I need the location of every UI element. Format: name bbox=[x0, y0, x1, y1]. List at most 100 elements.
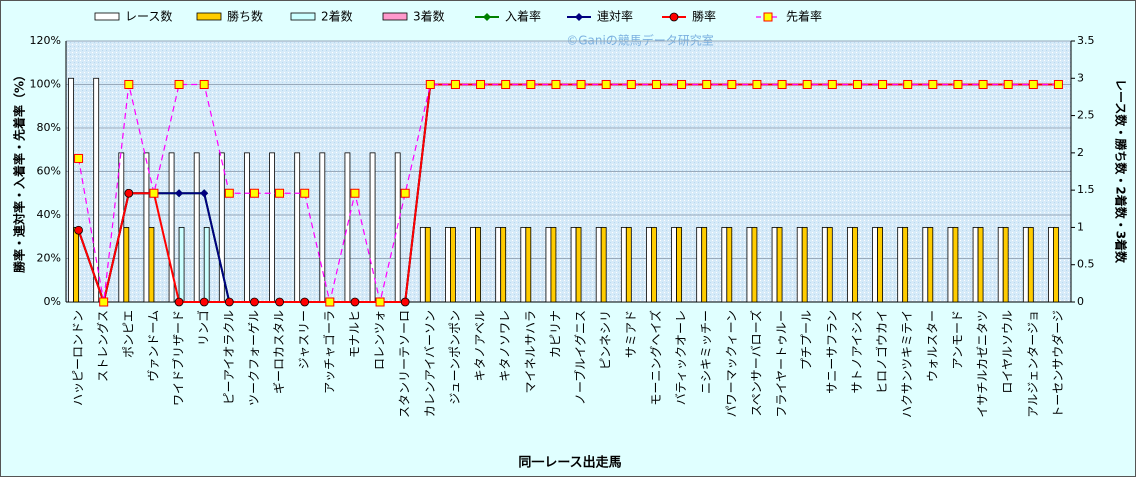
x-tick-label: モナルヒ bbox=[347, 310, 361, 358]
line-marker bbox=[149, 188, 159, 198]
line-marker bbox=[526, 80, 536, 89]
bar bbox=[997, 227, 1004, 303]
bar bbox=[319, 152, 326, 303]
x-tick-label: サニーサフラン bbox=[825, 310, 839, 394]
bar bbox=[450, 227, 456, 303]
line-marker bbox=[250, 297, 259, 307]
line-marker bbox=[1028, 80, 1038, 89]
x-tick-label: ヴァンドーム bbox=[145, 310, 160, 382]
x-tick-label: ピーアイオラクル bbox=[222, 310, 236, 405]
x-tick-label: ロレンツォ bbox=[373, 310, 387, 370]
bar bbox=[143, 152, 150, 303]
bar bbox=[826, 227, 833, 303]
bar bbox=[419, 227, 426, 303]
legend-swatch bbox=[290, 12, 316, 21]
legend-label: 先着率 bbox=[786, 9, 822, 24]
x-tick-label: ストレングス bbox=[96, 310, 110, 382]
line-marker bbox=[124, 188, 134, 198]
bar bbox=[148, 227, 155, 303]
x-tick-label: ロイヤルソウル bbox=[1001, 310, 1015, 394]
bar bbox=[927, 227, 934, 303]
bar bbox=[600, 227, 607, 303]
line-marker bbox=[802, 80, 812, 89]
line-marker bbox=[978, 80, 988, 89]
x-tick-label: サトノアイシス bbox=[850, 310, 864, 393]
line-marker bbox=[74, 225, 83, 235]
x-tick-label: フライヤートゥルー bbox=[775, 310, 789, 418]
bar bbox=[972, 227, 979, 303]
y-tick-label: 40% bbox=[37, 208, 61, 221]
line-marker bbox=[224, 297, 234, 307]
line-marker bbox=[400, 188, 410, 198]
bar bbox=[525, 227, 532, 303]
bar bbox=[872, 227, 878, 303]
bar bbox=[344, 152, 351, 303]
line-marker bbox=[425, 80, 435, 89]
y-tick-label: 80% bbox=[37, 121, 61, 134]
y-axis-label: 勝率・連対率・入着率・先着率（%） bbox=[12, 69, 27, 273]
bar bbox=[73, 227, 79, 303]
bar bbox=[726, 227, 733, 303]
bar bbox=[424, 227, 431, 303]
legend-label: 連対率 bbox=[597, 9, 633, 24]
line-marker bbox=[551, 80, 561, 89]
y2-tick-label: 1.5 bbox=[1077, 183, 1095, 196]
x-axis-label: 同一レース出走馬 bbox=[518, 455, 621, 471]
bar bbox=[445, 227, 451, 303]
bar bbox=[550, 227, 557, 303]
legend-label: 入着率 bbox=[505, 9, 541, 24]
bar bbox=[796, 227, 803, 303]
x-tick-label: アッチャゴーラ bbox=[321, 310, 336, 394]
bar bbox=[897, 227, 904, 303]
bar bbox=[68, 77, 74, 303]
x-tick-label: ハッピーロンドン bbox=[71, 310, 85, 406]
legend-swatch bbox=[196, 12, 222, 21]
legend-marker bbox=[575, 13, 583, 21]
bar bbox=[771, 227, 778, 303]
line-marker bbox=[752, 80, 762, 89]
legend-label: 3着数 bbox=[413, 9, 445, 24]
bar bbox=[902, 227, 909, 303]
y-tick-label: 20% bbox=[37, 252, 61, 265]
x-tick-label: カピリナ bbox=[548, 310, 562, 358]
bar bbox=[1002, 227, 1009, 303]
legend-label: 2着数 bbox=[321, 9, 353, 24]
y-tick-label: 120% bbox=[30, 34, 61, 47]
x-tick-label: カレンアイバーソン bbox=[423, 310, 437, 417]
x-tick-label: サミアド bbox=[624, 310, 638, 358]
x-tick-label: ハクサンツキミテイ bbox=[900, 310, 914, 418]
line-marker bbox=[325, 297, 335, 307]
bar bbox=[877, 227, 883, 303]
line bbox=[77, 83, 1059, 303]
line-marker bbox=[400, 297, 410, 307]
line-marker bbox=[852, 80, 862, 89]
line-marker bbox=[878, 80, 888, 89]
bar bbox=[852, 227, 858, 303]
line-marker bbox=[300, 188, 310, 198]
line-marker bbox=[501, 80, 511, 89]
y2-tick-label: 2.5 bbox=[1077, 109, 1095, 122]
line-marker bbox=[224, 188, 234, 198]
x-tick-label: ギーロカスタル bbox=[272, 310, 286, 394]
bar bbox=[696, 227, 703, 303]
line-marker bbox=[174, 297, 184, 307]
y2-tick-label: 3.5 bbox=[1077, 34, 1095, 47]
bar bbox=[570, 227, 577, 303]
bar bbox=[203, 227, 210, 303]
x-tick-label: ツークフォーゲル bbox=[247, 310, 261, 406]
bar bbox=[801, 227, 808, 303]
watermark: ©Ganiの競馬データ研究室 bbox=[566, 33, 714, 48]
bar bbox=[776, 227, 783, 303]
bar bbox=[1048, 227, 1054, 303]
line-marker bbox=[827, 80, 837, 89]
y-tick-label: 60% bbox=[37, 165, 61, 178]
line-marker bbox=[702, 80, 712, 89]
bar bbox=[746, 227, 753, 303]
line-marker bbox=[350, 188, 360, 198]
line-marker bbox=[199, 297, 209, 307]
bar bbox=[952, 227, 959, 303]
legend-marker bbox=[669, 12, 679, 22]
bar bbox=[595, 227, 602, 303]
line-marker bbox=[174, 80, 184, 89]
bar bbox=[575, 227, 582, 303]
